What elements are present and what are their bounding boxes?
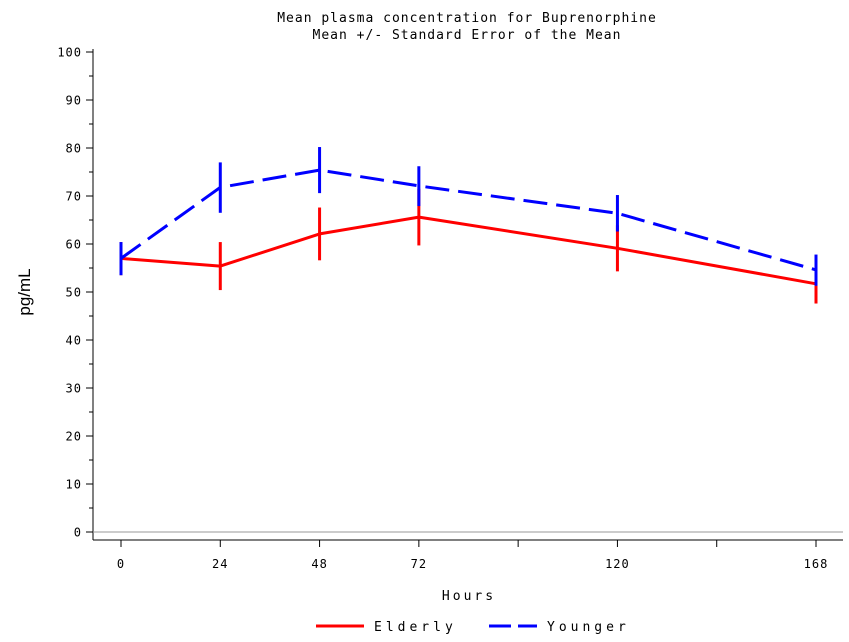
series-line-younger xyxy=(120,168,817,272)
y-tick-label: 70 xyxy=(66,190,82,204)
y-tick-label: 40 xyxy=(66,334,82,348)
series-elderly xyxy=(119,188,818,304)
legend-label-younger: Younger xyxy=(547,620,630,635)
x-tick-label: 48 xyxy=(311,557,327,571)
x-tick-label: 0 xyxy=(117,557,125,571)
y-tick-label: 10 xyxy=(66,478,82,492)
legend: Elderly Younger xyxy=(316,620,630,635)
series-line-elderly xyxy=(120,215,817,286)
y-tick-label: 80 xyxy=(66,142,82,156)
x-tick-label: 168 xyxy=(804,557,829,571)
x-tick-label: 120 xyxy=(605,557,630,571)
x-tick-label: 72 xyxy=(411,557,427,571)
legend-label-elderly: Elderly xyxy=(374,620,457,635)
axes: 0 10 20 30 40 50 60 70 80 90 100 0 24 48 72 120 168 xyxy=(57,46,843,571)
x-tick-label: 24 xyxy=(212,557,228,571)
y-tick-label: 20 xyxy=(66,430,82,444)
y-tick-label: 90 xyxy=(66,94,82,108)
y-tick-label: 60 xyxy=(66,238,82,252)
series-younger xyxy=(119,147,818,286)
y-axis-label: pg/mL xyxy=(15,268,34,315)
x-axis-label: Hours xyxy=(442,589,496,604)
y-tick-label: 0 xyxy=(74,526,82,540)
y-tick-label: 50 xyxy=(66,286,82,300)
plot-area xyxy=(119,147,818,304)
y-tick-label: 100 xyxy=(57,46,82,60)
y-tick-label: 30 xyxy=(66,382,82,396)
chart-subtitle: Mean +/- Standard Error of the Mean xyxy=(313,28,622,43)
chart-title: Mean plasma concentration for Buprenorph… xyxy=(277,11,657,26)
